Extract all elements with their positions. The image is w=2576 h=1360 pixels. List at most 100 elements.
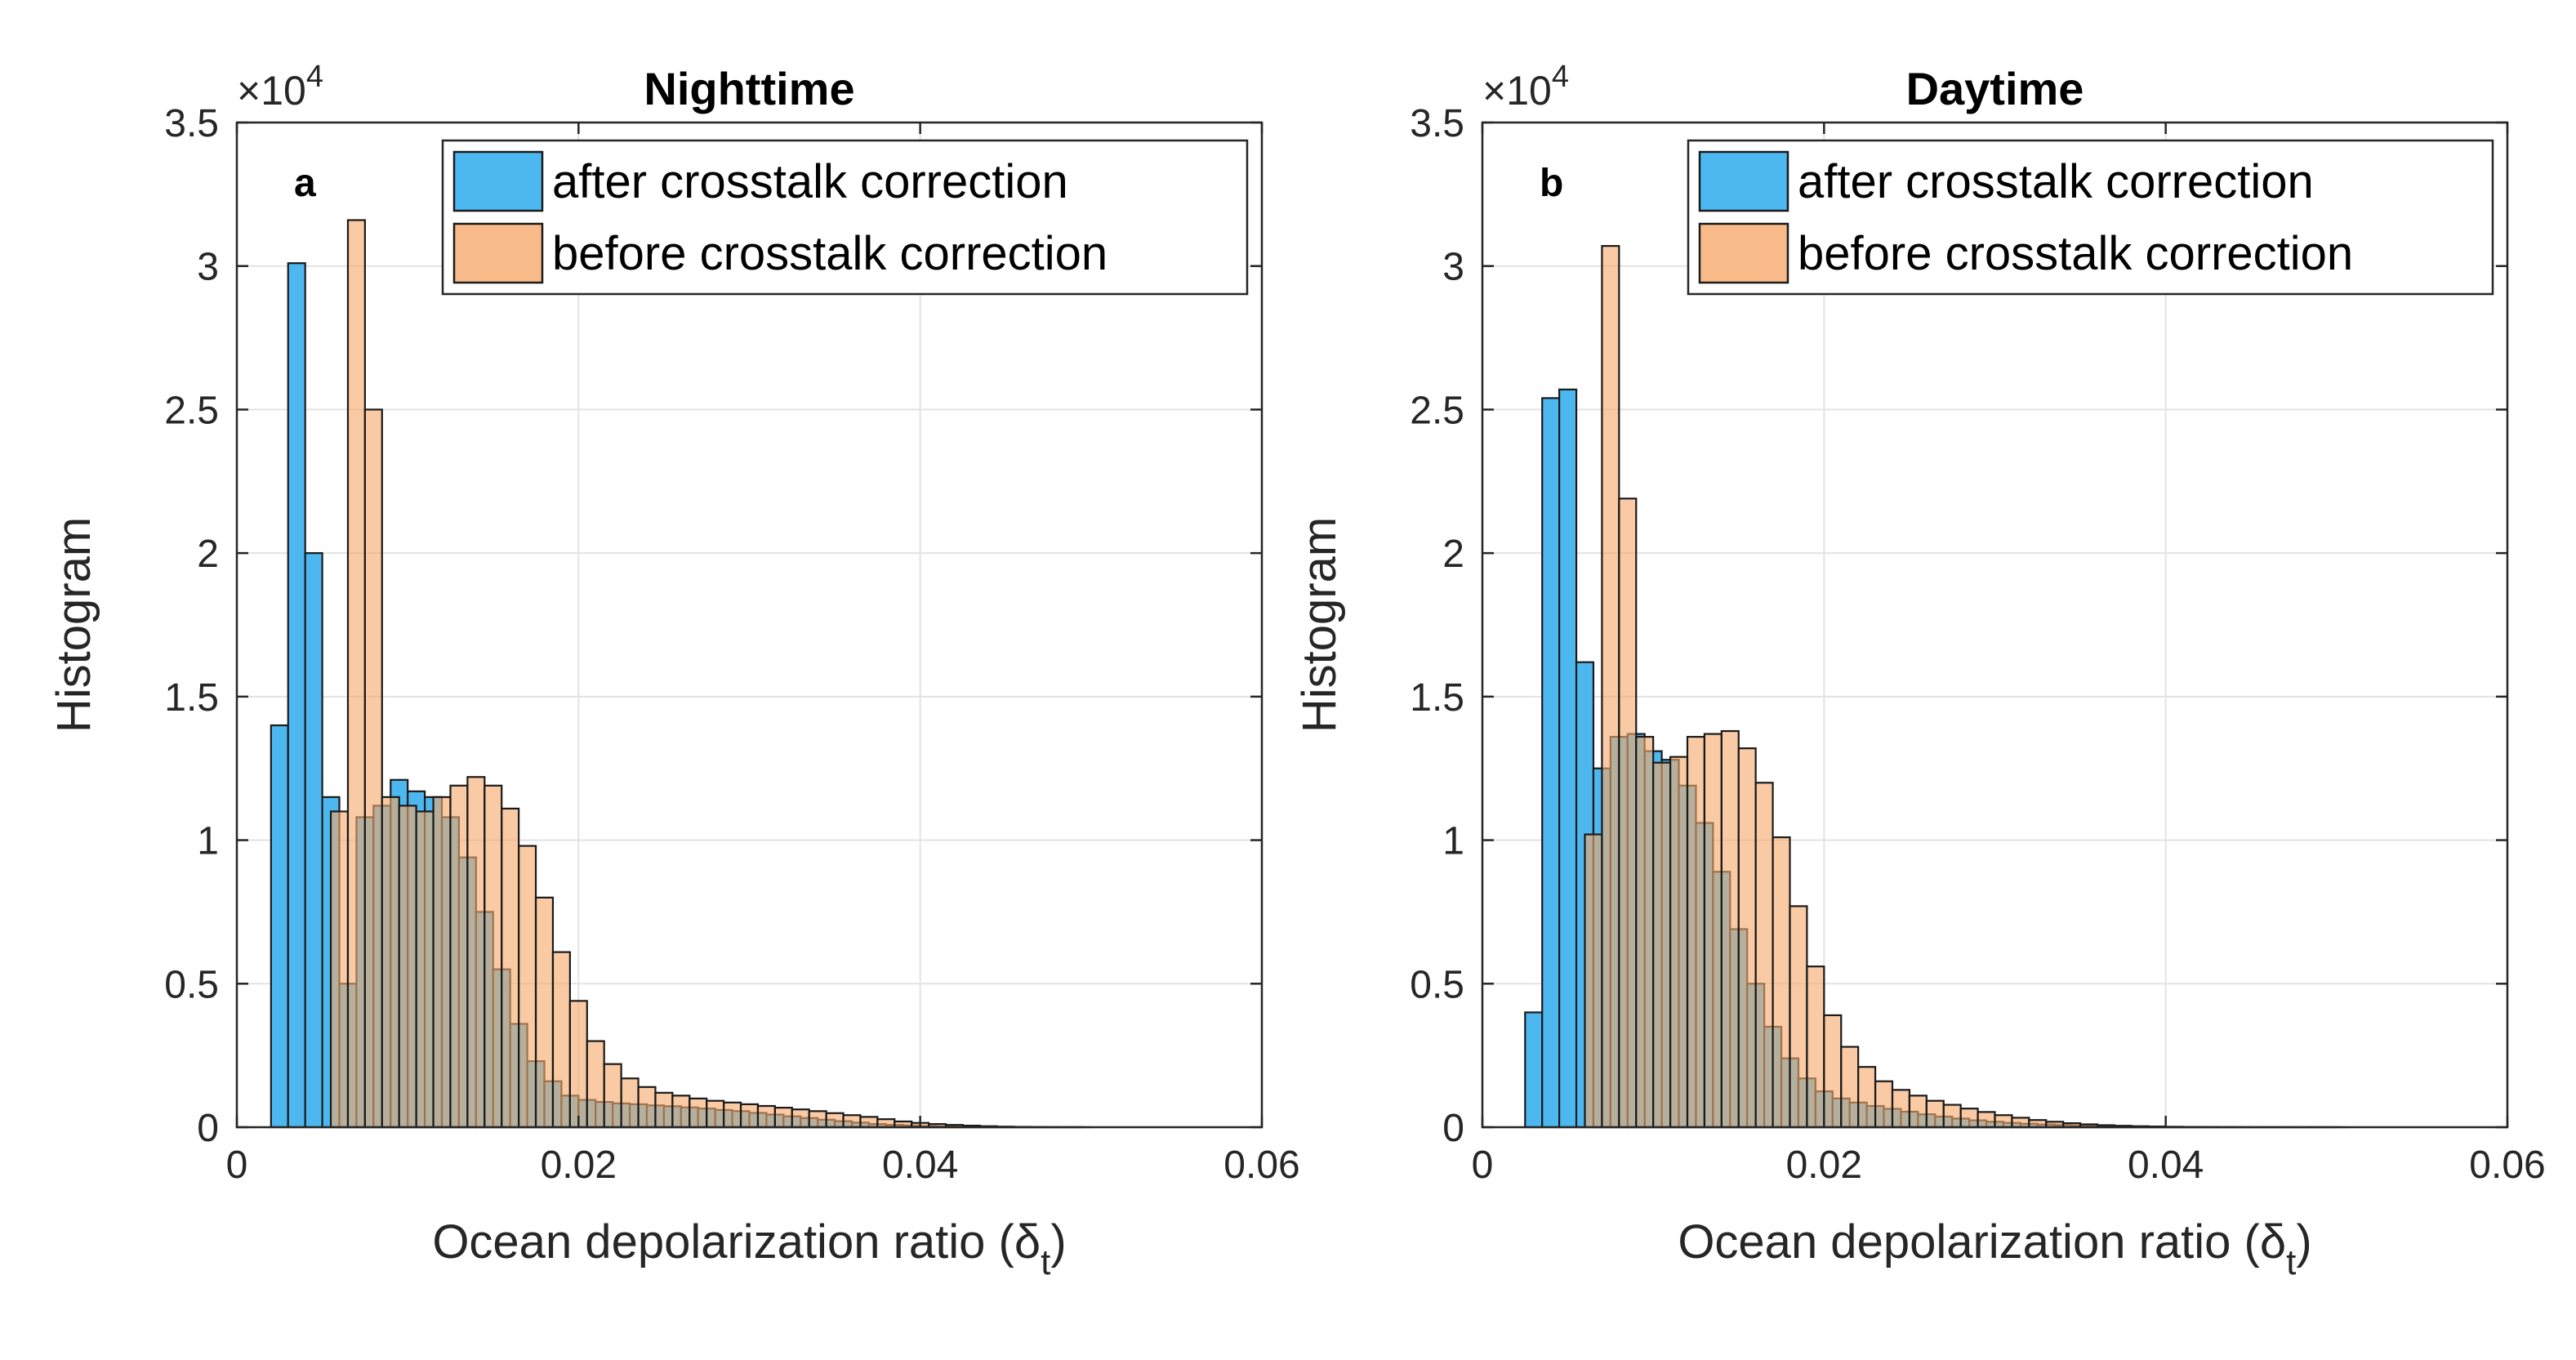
histogram-bar: [466, 776, 486, 1129]
y-exponent-power: 4: [1552, 60, 1569, 94]
y-exponent-label: ×104: [237, 60, 323, 114]
histogram-bar: [1925, 1099, 1945, 1129]
histogram-bar: [381, 796, 400, 1129]
histogram-bar: [1874, 1080, 1894, 1129]
histogram-bar: [518, 845, 537, 1129]
legend-swatch: [1698, 150, 1789, 212]
axes-box: [235, 121, 1263, 1129]
histogram-bar: [1754, 782, 1774, 1129]
chart-panel-b: 0 0.02 0.04 0.06 0 0.5 1 1.5 2 2.5 3 3.5 ×104 Daytime…: [1293, 60, 2546, 1282]
histogram-bar: [603, 1063, 622, 1129]
x-tick-label: 0.02: [541, 1144, 617, 1187]
histogram-bar: [1686, 735, 1706, 1129]
histogram-bar: [689, 1097, 708, 1129]
histogram-bar: [1806, 965, 1825, 1129]
histogram-bar: [415, 810, 435, 1129]
y-tick-label: 0.5: [1410, 963, 1464, 1006]
histogram-bar: [1959, 1108, 1979, 1129]
histogram-bar: [654, 1091, 674, 1129]
histogram-bar: [329, 810, 350, 1129]
legend-swatch: [1698, 222, 1789, 284]
y-tick-label: 0.5: [164, 963, 219, 1006]
y-tick-label: 2.5: [164, 389, 219, 432]
histogram-bar: [1669, 756, 1689, 1129]
histogram-bar: [1737, 747, 1757, 1129]
axes-box: [1481, 121, 2509, 1129]
histogram-bar: [876, 1118, 896, 1129]
legend-swatch: [452, 222, 544, 284]
histogram-bar: [859, 1116, 879, 1129]
histogram-bar: [1994, 1114, 2013, 1129]
histogram-bar: [1703, 733, 1723, 1129]
histogram-bar: [2028, 1119, 2048, 1129]
histogram-bar: [1789, 905, 1808, 1129]
chart-title: Daytime: [1906, 63, 2084, 114]
x-tick-label: 0.04: [2128, 1144, 2204, 1187]
histogram-bar: [449, 784, 469, 1129]
histogram-bar: [398, 805, 417, 1129]
histogram-bar: [501, 807, 520, 1129]
x-tick-label: 0: [1472, 1144, 1494, 1187]
x-tick-label: 0.06: [2469, 1144, 2545, 1187]
series-before-correction: [329, 219, 1084, 1129]
histogram-bar: [825, 1112, 845, 1129]
histogram-bar: [1558, 388, 1578, 1129]
histogram-bar: [2011, 1117, 2030, 1129]
histogram-bar: [1720, 729, 1740, 1129]
legend: after crosstalk correction before crossta…: [441, 139, 1249, 296]
histogram-bar: [270, 724, 289, 1129]
histogram-bar: [1541, 397, 1561, 1129]
histogram-bar: [756, 1104, 776, 1129]
y-axis-label: Histogram: [47, 517, 100, 733]
histogram-bar: [1891, 1089, 1911, 1129]
histogram-bar: [1840, 1046, 1860, 1129]
x-axis-label: Ocean depolarization ratio (δt): [1678, 1215, 2311, 1282]
histogram-bar: [637, 1086, 657, 1129]
histogram-bar: [723, 1101, 742, 1129]
histogram-bar: [620, 1077, 640, 1129]
y-tick-label: 2: [197, 533, 219, 576]
histogram-bar: [1823, 1014, 1843, 1129]
histogram-bar: [304, 552, 323, 1129]
histogram-bar: [1601, 245, 1620, 1129]
legend-label: after crosstalk correction: [1798, 155, 2314, 208]
chart-panel-a: 0 0.02 0.04 0.06 0 0.5 1 1.5 2 2.5 3 3.5 ×104 Nightti…: [47, 60, 1300, 1282]
histogram-bar: [551, 951, 571, 1129]
histogram-bar: [1524, 1011, 1544, 1129]
x-tick-label: 0: [226, 1144, 248, 1187]
histogram-bar: [484, 784, 503, 1129]
histogram-bar: [1942, 1104, 1962, 1129]
y-tick-label: 0: [1442, 1107, 1464, 1150]
x-tick-label: 0.06: [1223, 1144, 1299, 1187]
histogram-bar: [346, 219, 366, 1129]
panel-label: a: [294, 162, 316, 205]
y-tick-label: 1.5: [1410, 676, 1464, 720]
y-axis-label: Histogram: [1293, 517, 1346, 733]
histogram-bar: [1618, 497, 1638, 1129]
histogram-bar: [842, 1114, 862, 1129]
y-tick-label: 3.5: [164, 102, 219, 145]
panel-label: b: [1540, 162, 1563, 205]
histogram-bar: [1652, 761, 1672, 1129]
histogram-bar: [432, 796, 452, 1129]
legend: after crosstalk correction before crossta…: [1687, 139, 2494, 296]
histogram-bar: [1977, 1111, 1996, 1129]
histogram-bar: [706, 1099, 725, 1129]
y-tick-label: 3: [197, 246, 219, 289]
histogram-bar: [808, 1110, 827, 1129]
y-tick-label: 1: [1442, 820, 1464, 863]
x-tick-label: 0.04: [882, 1144, 958, 1187]
y-tick-label: 0: [197, 1107, 219, 1150]
legend-box: [1687, 139, 2494, 296]
legend-label: before crosstalk correction: [1798, 227, 2353, 280]
histogram-bar: [1584, 833, 1603, 1129]
y-exponent-power: 4: [306, 60, 323, 94]
histogram-bar: [1772, 836, 1791, 1129]
histogram-bar: [363, 408, 383, 1129]
histogram-bar: [773, 1107, 793, 1129]
histogram-bar: [671, 1095, 691, 1129]
histogram-bar: [287, 262, 306, 1129]
histogram-bar: [791, 1108, 810, 1129]
y-tick-label: 1.5: [164, 676, 219, 720]
